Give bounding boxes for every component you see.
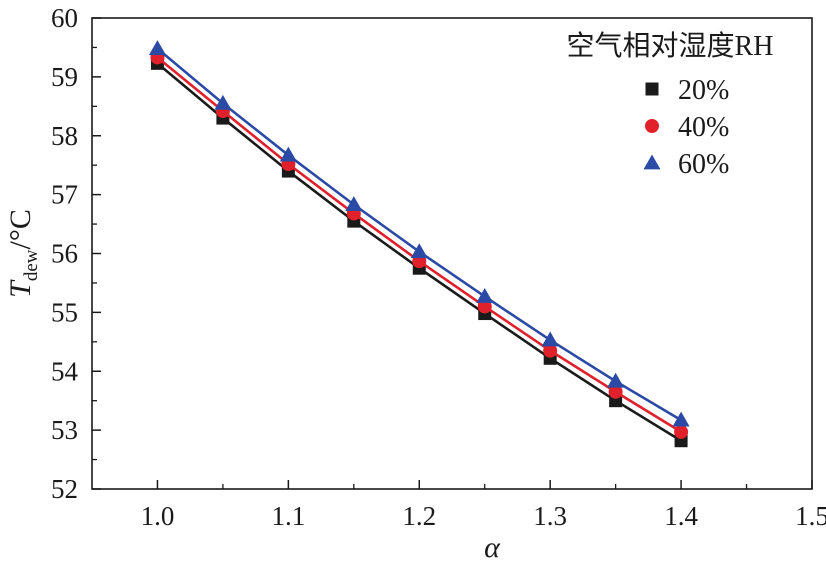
x-tick-label: 1.5 — [795, 501, 826, 531]
x-tick-label: 1.3 — [533, 501, 567, 531]
data-point — [672, 411, 690, 427]
legend-marker — [645, 82, 659, 96]
data-point — [279, 146, 297, 162]
series-layer — [148, 40, 690, 448]
y-axis-subscript: dew — [21, 249, 42, 281]
x-tick-label: 1.1 — [271, 501, 305, 531]
series-60pct — [148, 40, 690, 427]
y-tick-label: 53 — [51, 415, 78, 445]
legend-label: 60% — [678, 149, 729, 180]
y-tick-label: 55 — [51, 297, 78, 327]
data-point — [608, 384, 623, 399]
data-point — [345, 196, 363, 212]
legend-label: 20% — [678, 75, 729, 106]
data-point — [607, 372, 625, 388]
data-point — [543, 343, 558, 358]
x-axis-title: α — [484, 531, 501, 561]
data-point — [477, 299, 492, 314]
y-axis-unit: /°C — [4, 209, 37, 249]
series-40pct — [150, 50, 689, 439]
legend-title: 空气相对湿度RH — [567, 30, 774, 62]
legend: 空气相对湿度RH 20% 40% 60% — [567, 30, 774, 180]
y-axis-symbol: T — [4, 279, 37, 298]
y-axis-title: Tdew/°C — [4, 209, 42, 298]
y-tick-label: 59 — [51, 62, 78, 92]
data-point — [214, 94, 232, 110]
x-tick-label: 1.4 — [664, 501, 698, 531]
y-tick-label: 56 — [51, 239, 78, 269]
data-point — [674, 424, 689, 439]
data-point — [410, 243, 428, 259]
legend-marker — [645, 119, 659, 133]
x-tick-label: 1.0 — [141, 501, 175, 531]
data-point — [541, 331, 559, 347]
y-tick-labels: 52 53 54 55 56 57 58 59 60 — [51, 3, 79, 504]
y-tick-label: 54 — [51, 356, 79, 386]
y-tick-label: 52 — [51, 474, 78, 504]
y-tick-label: 60 — [51, 3, 78, 33]
legend-label: 40% — [678, 112, 729, 143]
data-point — [476, 287, 494, 303]
data-point — [148, 40, 166, 55]
legend-items: 20% 40% 60% — [643, 75, 729, 180]
y-tick-label: 57 — [51, 180, 78, 210]
y-tick-label: 58 — [51, 121, 78, 151]
x-tick-label: 1.2 — [402, 501, 436, 531]
axis-ticks — [92, 17, 813, 490]
legend-marker — [643, 154, 661, 170]
x-tick-labels: 1.0 1.1 1.2 1.3 1.4 1.5 — [141, 501, 826, 531]
